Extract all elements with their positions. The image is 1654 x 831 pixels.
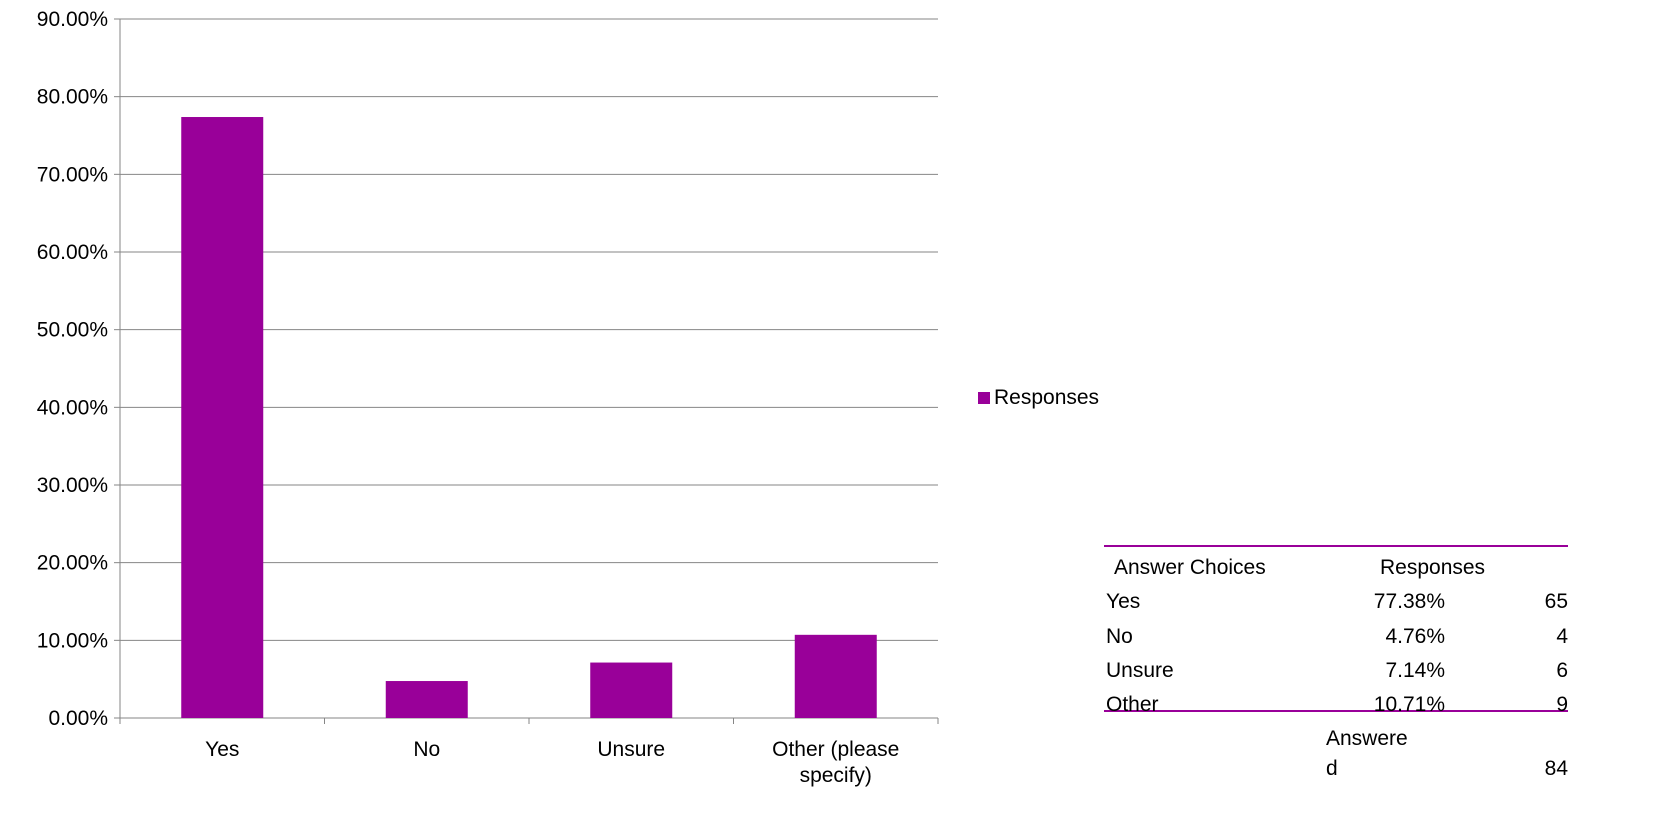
x-tick-labels: Yes No Unsure Other (please specify) (205, 738, 899, 787)
row-yes-count: 65 (1544, 590, 1568, 613)
row-other-percent: 10.71% (1373, 693, 1445, 716)
row-no-percent: 4.76% (1385, 625, 1445, 648)
y-tick-label: 50.00% (37, 319, 108, 342)
answered-label-line2: d (1326, 757, 1338, 780)
y-tick-label: 80.00% (37, 86, 108, 109)
row-unsure-count: 6 (1556, 659, 1568, 682)
row-no-choice: No (1106, 625, 1133, 648)
y-tick-label: 60.00% (37, 241, 108, 264)
x-tick-label: Yes (205, 738, 239, 761)
legend-swatch (978, 392, 990, 404)
answered-label-line1: Answere (1326, 727, 1408, 750)
x-tick-label: Other (please specify) (772, 738, 899, 787)
row-yes-percent: 77.38% (1373, 590, 1445, 613)
y-tick-label: 90.00% (37, 8, 108, 31)
summary-table: Answer Choices Responses Yes 77.38% 65 N… (1104, 545, 1568, 716)
bar-unsure (590, 662, 673, 718)
row-other-count: 9 (1556, 693, 1568, 716)
y-tick-label: 10.00% (37, 629, 108, 652)
row-unsure-percent: 7.14% (1385, 659, 1445, 682)
bar-other-please-specify (794, 634, 877, 718)
x-tick-label: No (413, 738, 440, 761)
row-unsure-choice: Unsure (1106, 659, 1174, 682)
row-other-choice: Other (1106, 693, 1159, 716)
row-no-count: 4 (1556, 625, 1568, 648)
chart-legend: Responses (978, 386, 1099, 410)
row-yes-choice: Yes (1106, 590, 1141, 613)
y-tick-label: 0.00% (48, 707, 108, 730)
header-responses: Responses (1380, 556, 1486, 579)
bar-no (385, 681, 468, 718)
header-answer-choices: Answer Choices (1114, 556, 1266, 579)
answered-count: 84 (1544, 757, 1568, 780)
bar-yes (181, 117, 264, 719)
y-tick-labels: 0.00% 10.00% 20.00% 30.00% 40.00% 50.00% 60.00… (37, 8, 108, 730)
legend-label: Responses (994, 386, 1100, 409)
bars (181, 117, 877, 719)
y-tick-label: 70.00% (37, 163, 108, 186)
y-tick-label: 40.00% (37, 396, 108, 419)
x-tick-label: Unsure (597, 738, 665, 761)
y-tick-label: 20.00% (37, 552, 108, 575)
y-tick-label: 30.00% (37, 474, 108, 497)
